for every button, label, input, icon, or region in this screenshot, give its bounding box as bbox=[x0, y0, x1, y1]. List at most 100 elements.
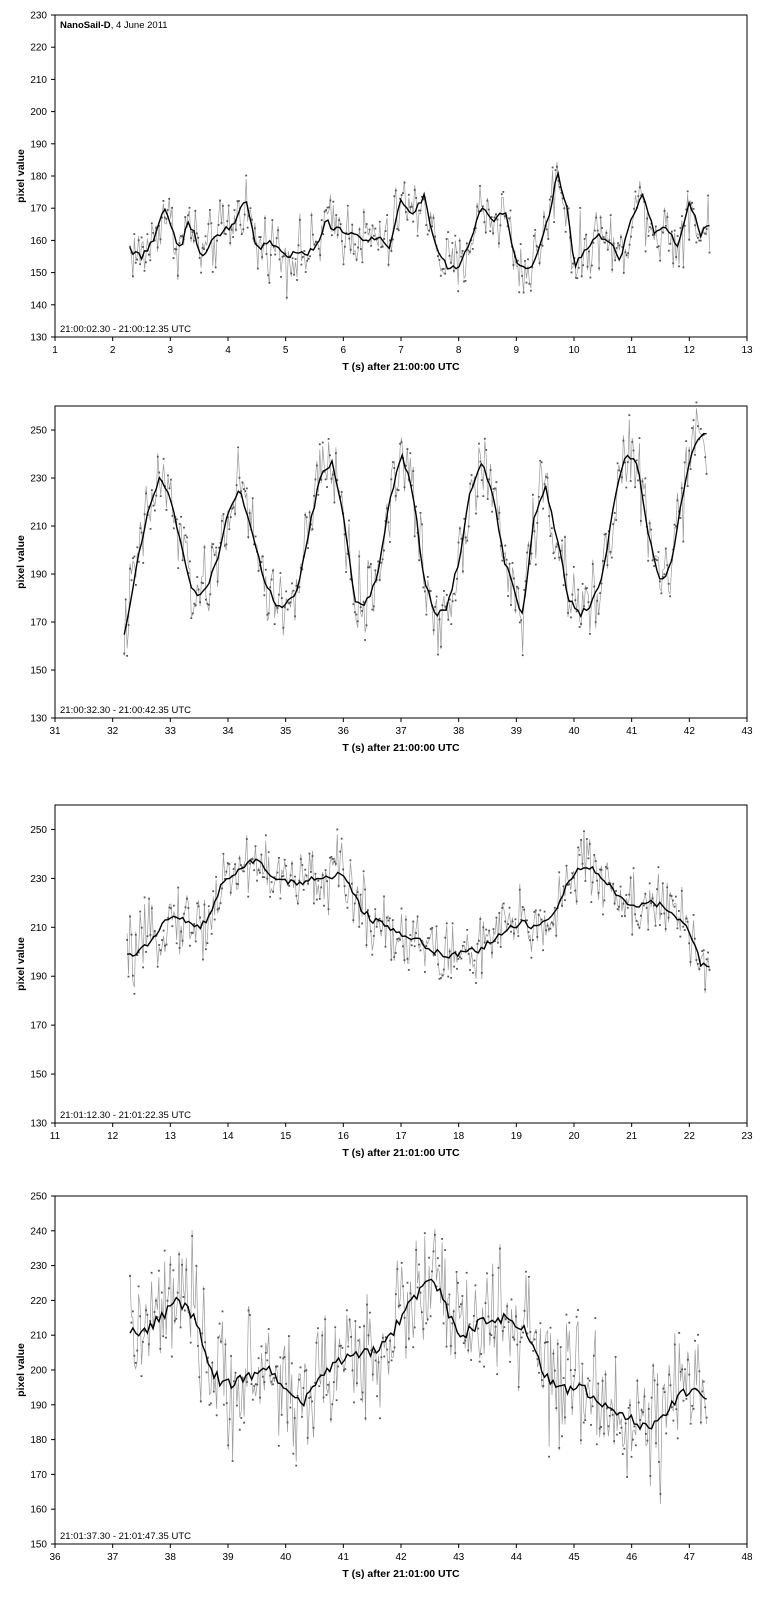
data-point bbox=[145, 261, 147, 264]
data-point bbox=[679, 1370, 682, 1373]
data-point bbox=[269, 1374, 272, 1377]
data-point bbox=[606, 1407, 608, 1410]
data-point bbox=[611, 1413, 614, 1416]
data-point bbox=[142, 246, 144, 248]
data-point bbox=[175, 248, 178, 251]
data-point bbox=[386, 1348, 389, 1351]
data-point bbox=[168, 487, 171, 490]
data-point bbox=[290, 1362, 293, 1365]
data-point bbox=[197, 905, 200, 908]
data-point bbox=[419, 512, 422, 514]
data-point bbox=[295, 894, 298, 897]
y-tick-label: 140 bbox=[30, 300, 47, 311]
data-point bbox=[393, 195, 396, 198]
data-point bbox=[548, 198, 551, 201]
data-point bbox=[554, 1369, 556, 1372]
data-point bbox=[572, 566, 575, 568]
data-point bbox=[483, 221, 486, 224]
data-point bbox=[331, 1403, 334, 1406]
data-point bbox=[610, 556, 613, 559]
data-point bbox=[222, 205, 224, 207]
data-point bbox=[692, 419, 695, 422]
data-point bbox=[507, 1321, 510, 1323]
data-point bbox=[569, 236, 571, 239]
data-point bbox=[382, 1336, 384, 1339]
x-tick-label: 12 bbox=[684, 345, 696, 356]
data-point bbox=[520, 918, 523, 921]
data-point bbox=[431, 1270, 433, 1273]
data-point bbox=[470, 946, 473, 949]
data-point bbox=[219, 199, 221, 202]
data-point bbox=[593, 585, 596, 588]
data-point bbox=[249, 207, 252, 210]
data-point bbox=[597, 892, 600, 894]
data-point bbox=[537, 246, 539, 249]
data-point bbox=[147, 1343, 150, 1346]
data-point bbox=[628, 243, 631, 246]
data-point bbox=[254, 845, 257, 848]
data-point bbox=[421, 1311, 423, 1314]
data-point bbox=[663, 573, 666, 576]
data-point bbox=[487, 208, 490, 211]
data-point bbox=[555, 934, 558, 937]
data-point bbox=[369, 1311, 371, 1314]
data-point bbox=[418, 943, 420, 946]
data-point bbox=[278, 258, 281, 261]
data-point bbox=[159, 495, 162, 497]
x-tick-label: 37 bbox=[395, 726, 407, 737]
data-point bbox=[178, 242, 181, 244]
data-point bbox=[201, 247, 204, 249]
data-point bbox=[529, 1331, 532, 1333]
data-point bbox=[704, 988, 706, 991]
data-point bbox=[257, 570, 260, 572]
data-point bbox=[668, 1373, 670, 1376]
data-point bbox=[310, 523, 312, 526]
y-tick-label: 210 bbox=[30, 923, 47, 934]
data-point bbox=[266, 613, 269, 616]
data-point bbox=[540, 918, 543, 921]
data-point bbox=[563, 207, 566, 210]
data-point bbox=[671, 1406, 673, 1408]
data-point bbox=[195, 232, 198, 235]
data-point bbox=[124, 598, 127, 601]
x-tick-label: 21 bbox=[626, 1131, 638, 1142]
data-point bbox=[349, 859, 352, 862]
data-point bbox=[309, 1396, 312, 1398]
data-point bbox=[186, 897, 188, 900]
data-point bbox=[372, 935, 375, 937]
data-point bbox=[140, 926, 143, 929]
data-point bbox=[254, 535, 257, 538]
data-point bbox=[227, 1444, 230, 1447]
data-point bbox=[552, 1352, 555, 1355]
data-point bbox=[453, 269, 455, 272]
data-point bbox=[391, 461, 394, 464]
data-point bbox=[142, 1341, 144, 1343]
data-point bbox=[149, 259, 152, 262]
data-point bbox=[337, 884, 340, 887]
data-point bbox=[296, 1395, 299, 1397]
x-tick-label: 34 bbox=[222, 726, 234, 737]
data-point bbox=[286, 1421, 289, 1424]
data-point bbox=[129, 567, 131, 570]
data-point bbox=[482, 205, 484, 208]
data-point bbox=[580, 623, 582, 625]
data-point bbox=[338, 1345, 341, 1347]
data-point bbox=[211, 271, 214, 273]
data-point bbox=[199, 601, 201, 604]
data-point bbox=[381, 558, 384, 561]
data-point bbox=[228, 528, 231, 531]
data-point bbox=[321, 441, 324, 444]
data-point bbox=[614, 259, 616, 262]
data-point bbox=[412, 920, 415, 923]
data-point bbox=[393, 956, 396, 958]
data-point bbox=[152, 504, 155, 507]
data-point bbox=[445, 594, 448, 596]
data-point bbox=[561, 197, 564, 200]
data-point bbox=[672, 899, 674, 902]
data-point bbox=[246, 1381, 248, 1383]
data-point bbox=[196, 902, 199, 905]
data-point bbox=[545, 475, 547, 478]
data-point bbox=[657, 866, 660, 869]
data-point bbox=[444, 1249, 446, 1251]
